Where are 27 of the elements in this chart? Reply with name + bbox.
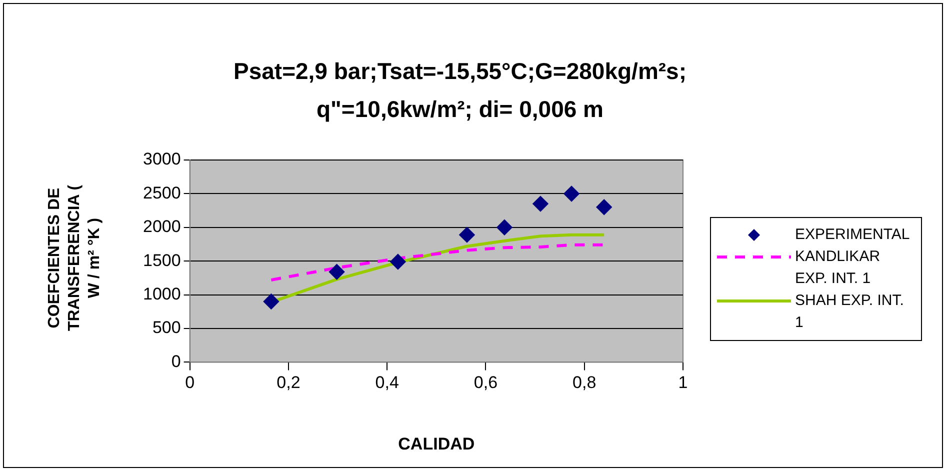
y-tick-label: 2000 [142,217,181,236]
chart-title: Psat=2,9 bar;Tsat=-15,55°C;G=280kg/m²s; q"=10,6kw/m²; di= 0,006 m [232,57,688,124]
x-tick-label: 0 [185,373,195,392]
y-tick-label: 1500 [142,250,181,270]
x-tick-label: 0,8 [572,373,596,392]
y-tick-label: 0 [171,352,181,371]
y-tick-label: 2500 [142,183,181,202]
point [496,220,512,235]
point [564,186,580,202]
legend-label: SHAH EXP. INT. 1 [795,291,905,333]
point [329,264,344,280]
y-tick-label: 1000 [142,284,181,304]
point [459,227,474,242]
x-axis-title: CALIDAD [398,434,475,454]
y-tick-label: 3000 [142,150,181,169]
x-tick-label: 0,2 [276,373,300,392]
x-tick-label: 0,4 [375,373,399,392]
x-tick-label: 0,6 [474,373,498,392]
point [390,254,406,270]
point [264,294,279,310]
point [532,196,548,212]
y-axis-title: COEFCIENTES DE TRANSFERENCIA ( W / m² °K ) [45,184,104,333]
y-tick-label: 500 [152,318,181,338]
legend-label: EXPERIMENTAL [795,225,910,245]
x-tick-label: 1 [678,373,688,392]
legend-label: KANDLIKAR EXP. INT. 1 [795,247,882,289]
point [596,200,612,215]
